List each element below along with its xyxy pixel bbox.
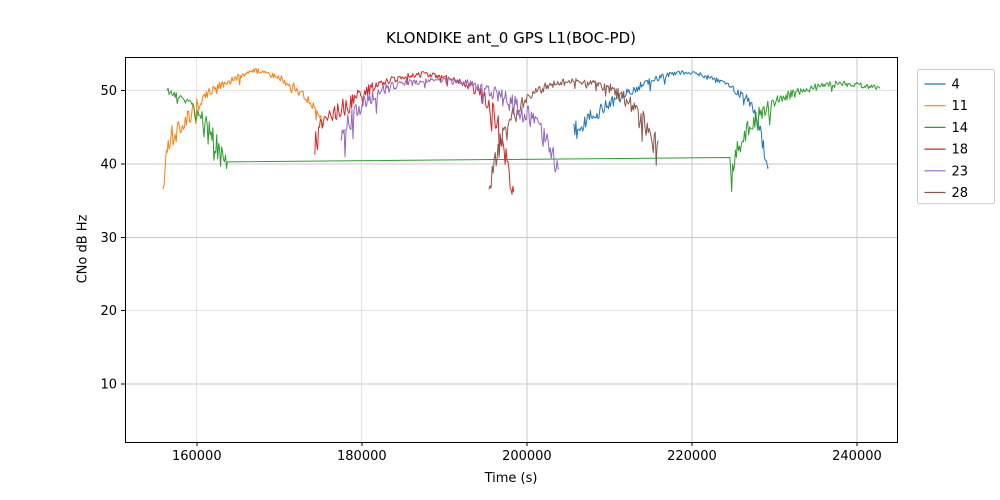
series-line-11 xyxy=(162,67,325,190)
x-tick-label: 240000 xyxy=(832,449,882,464)
legend-label: 23 xyxy=(952,164,969,179)
legend-label: 14 xyxy=(952,121,969,136)
legend-item-23: 23 xyxy=(924,164,969,179)
legend-label: 11 xyxy=(952,99,969,114)
legend-item-11: 11 xyxy=(924,99,969,114)
legend-box xyxy=(917,69,995,205)
legend-label: 18 xyxy=(952,143,969,158)
y-tick-label: 20 xyxy=(100,304,117,319)
grid xyxy=(125,57,897,442)
x-axis-label: Time (s) xyxy=(484,471,538,486)
legend-item-14: 14 xyxy=(924,121,969,136)
chart-title: KLONDIKE ant_0 GPS L1(BOC-PD) xyxy=(385,29,636,47)
series-line-14 xyxy=(166,80,881,193)
legend-label: 28 xyxy=(952,186,969,201)
legend-item-18: 18 xyxy=(924,143,969,158)
y-tick-label: 30 xyxy=(100,231,117,246)
x-tick-label: 220000 xyxy=(667,449,717,464)
y-axis-label: CNo dB Hz xyxy=(75,214,91,284)
x-tick-label: 160000 xyxy=(172,449,222,464)
legend-item-4: 4 xyxy=(924,78,960,93)
legend: 4 11 14 18 23 28 xyxy=(917,69,995,205)
legend-label: 4 xyxy=(952,78,960,93)
x-tick-label: 200000 xyxy=(502,449,552,464)
legend-item-28: 28 xyxy=(924,186,969,201)
series-line-4 xyxy=(573,70,769,169)
series-line-18 xyxy=(314,71,515,195)
x-tick-label: 180000 xyxy=(337,449,387,464)
y-tick-label: 50 xyxy=(100,84,117,99)
y-tick-label: 10 xyxy=(100,378,117,393)
series-line-28 xyxy=(488,78,659,190)
tick-marks xyxy=(121,90,858,446)
plot-border xyxy=(125,57,898,443)
tick-labels: 160000 180000 200000 220000 240000 10 20 30 40 50 xyxy=(100,84,881,464)
y-tick-label: 40 xyxy=(100,158,117,173)
series-line-23 xyxy=(340,77,560,173)
